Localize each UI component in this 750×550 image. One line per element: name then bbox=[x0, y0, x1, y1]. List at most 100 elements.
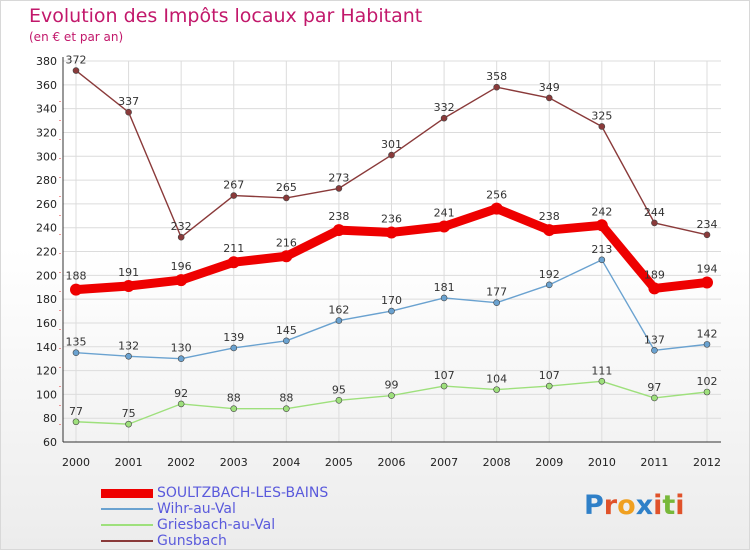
data-label: 196 bbox=[171, 260, 192, 273]
data-label: 77 bbox=[69, 405, 83, 418]
data-point bbox=[177, 233, 185, 241]
data-point bbox=[230, 405, 238, 412]
y-tick-label: 140 bbox=[36, 341, 57, 354]
data-point bbox=[703, 388, 711, 396]
data-label: 188 bbox=[66, 270, 87, 283]
data-label: 92 bbox=[174, 387, 188, 400]
data-point bbox=[72, 418, 80, 426]
data-label: 244 bbox=[644, 206, 665, 219]
x-tick-label: 2004 bbox=[272, 456, 300, 469]
data-label: 177 bbox=[486, 286, 507, 299]
data-point bbox=[230, 192, 238, 199]
legend-item: SOULTZBACH-LES-BAINS bbox=[101, 485, 328, 501]
data-point bbox=[648, 282, 661, 295]
logo-letter: i bbox=[675, 490, 685, 521]
data-point bbox=[72, 67, 80, 74]
y-tick-label: 240 bbox=[36, 222, 57, 235]
data-label: 102 bbox=[697, 375, 718, 388]
data-label: 99 bbox=[385, 379, 399, 392]
y-tick-label: 280 bbox=[36, 174, 57, 187]
data-label: 213 bbox=[591, 243, 612, 256]
data-label: 189 bbox=[644, 268, 665, 281]
legend-label: Wihr-au-Val bbox=[157, 501, 236, 517]
y-tick-label: 160 bbox=[36, 317, 57, 330]
y-tick-label: 180 bbox=[36, 293, 57, 306]
data-point bbox=[543, 224, 556, 237]
data-point bbox=[177, 355, 185, 362]
legend-label: SOULTZBACH-LES-BAINS bbox=[157, 485, 329, 501]
data-label: 267 bbox=[223, 179, 244, 192]
data-label: 332 bbox=[434, 101, 455, 114]
data-point bbox=[438, 220, 451, 233]
data-label: 191 bbox=[118, 266, 139, 279]
data-label: 107 bbox=[434, 369, 455, 382]
data-point bbox=[175, 274, 188, 287]
data-point bbox=[332, 224, 345, 237]
data-label: 95 bbox=[332, 383, 346, 396]
data-point bbox=[490, 202, 503, 215]
data-point bbox=[177, 400, 185, 408]
data-label: 325 bbox=[591, 109, 612, 122]
data-point bbox=[125, 352, 132, 360]
x-tick-label: 2000 bbox=[62, 456, 90, 469]
data-label: 162 bbox=[328, 304, 349, 317]
x-tick-label: 2009 bbox=[535, 456, 563, 469]
data-label: 265 bbox=[276, 181, 297, 194]
x-tick-label: 2007 bbox=[430, 456, 458, 469]
data-point bbox=[335, 317, 343, 324]
logo-letter: P bbox=[584, 490, 604, 521]
x-tick-label: 2002 bbox=[167, 456, 195, 469]
y-tick-label: 60 bbox=[43, 436, 57, 449]
data-label: 88 bbox=[227, 392, 241, 405]
data-point bbox=[493, 299, 500, 306]
data-point bbox=[703, 341, 711, 348]
data-point bbox=[651, 394, 658, 402]
data-label: 238 bbox=[539, 210, 560, 223]
x-tick-label: 2012 bbox=[693, 456, 721, 469]
y-tick-label: 80 bbox=[43, 412, 57, 425]
data-label: 104 bbox=[486, 373, 507, 386]
data-label: 135 bbox=[66, 336, 87, 349]
data-point bbox=[335, 397, 343, 404]
data-label: 192 bbox=[539, 268, 560, 281]
data-point bbox=[598, 256, 606, 264]
y-tick-label: 220 bbox=[36, 246, 57, 259]
legend-swatch bbox=[101, 488, 153, 498]
data-point bbox=[283, 337, 290, 345]
data-point bbox=[335, 185, 343, 192]
data-point bbox=[545, 382, 553, 390]
data-label: 256 bbox=[486, 189, 507, 202]
data-label: 170 bbox=[381, 294, 402, 307]
data-label: 211 bbox=[223, 242, 244, 255]
y-tick-label: 300 bbox=[36, 150, 57, 163]
data-point bbox=[701, 276, 713, 289]
data-point bbox=[598, 123, 606, 130]
data-point bbox=[388, 392, 395, 399]
data-point bbox=[598, 377, 606, 385]
data-point bbox=[280, 250, 293, 263]
x-tick-label: 2005 bbox=[325, 456, 353, 469]
data-label: 232 bbox=[171, 220, 192, 233]
data-label: 358 bbox=[486, 70, 507, 83]
data-point bbox=[440, 382, 448, 390]
data-label: 142 bbox=[697, 327, 718, 340]
y-tick-label: 200 bbox=[36, 269, 57, 282]
logo-letter: r bbox=[603, 490, 618, 521]
data-label: 372 bbox=[66, 54, 87, 67]
data-point bbox=[385, 226, 398, 239]
x-tick-label: 2001 bbox=[115, 456, 143, 469]
data-point bbox=[125, 108, 132, 116]
data-point bbox=[545, 94, 553, 102]
data-point bbox=[122, 280, 135, 293]
logo-letter: i bbox=[653, 490, 663, 521]
data-label: 301 bbox=[381, 138, 402, 151]
x-tick-label: 2006 bbox=[378, 456, 406, 469]
data-label: 132 bbox=[118, 339, 139, 352]
proxiti-logo: Proxiti bbox=[584, 490, 685, 521]
data-label: 236 bbox=[381, 212, 402, 225]
data-label: 238 bbox=[328, 210, 349, 223]
x-tick-label: 2011 bbox=[640, 456, 668, 469]
logo-letter: x bbox=[635, 490, 654, 521]
data-point bbox=[440, 294, 448, 302]
y-tick-label: 100 bbox=[36, 388, 57, 401]
